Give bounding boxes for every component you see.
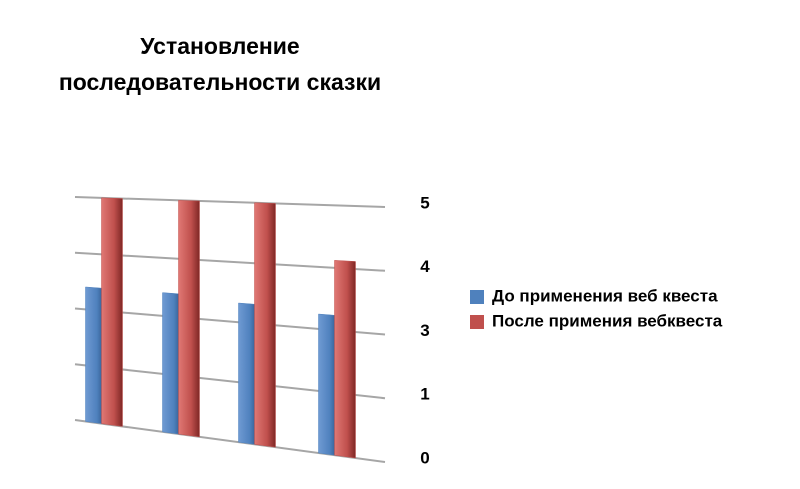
bar bbox=[178, 200, 200, 438]
legend-swatch bbox=[470, 315, 484, 329]
y-tick-label: 1 bbox=[420, 385, 429, 404]
legend-label: После примения вебквеста bbox=[492, 311, 723, 330]
bar bbox=[254, 202, 276, 448]
y-tick-label: 0 bbox=[420, 448, 429, 467]
grid-line bbox=[74, 196, 386, 208]
chart-title: Установление последовательности сказки bbox=[58, 33, 382, 95]
y-tick-label: 4 bbox=[420, 257, 430, 276]
legend-swatch bbox=[470, 290, 484, 304]
legend-label: До применения веб квеста bbox=[492, 286, 718, 305]
y-tick-label: 3 bbox=[420, 321, 429, 340]
bar bbox=[334, 260, 356, 459]
bar bbox=[101, 197, 123, 427]
grid-line bbox=[74, 251, 386, 272]
y-tick-label: 5 bbox=[420, 193, 429, 212]
